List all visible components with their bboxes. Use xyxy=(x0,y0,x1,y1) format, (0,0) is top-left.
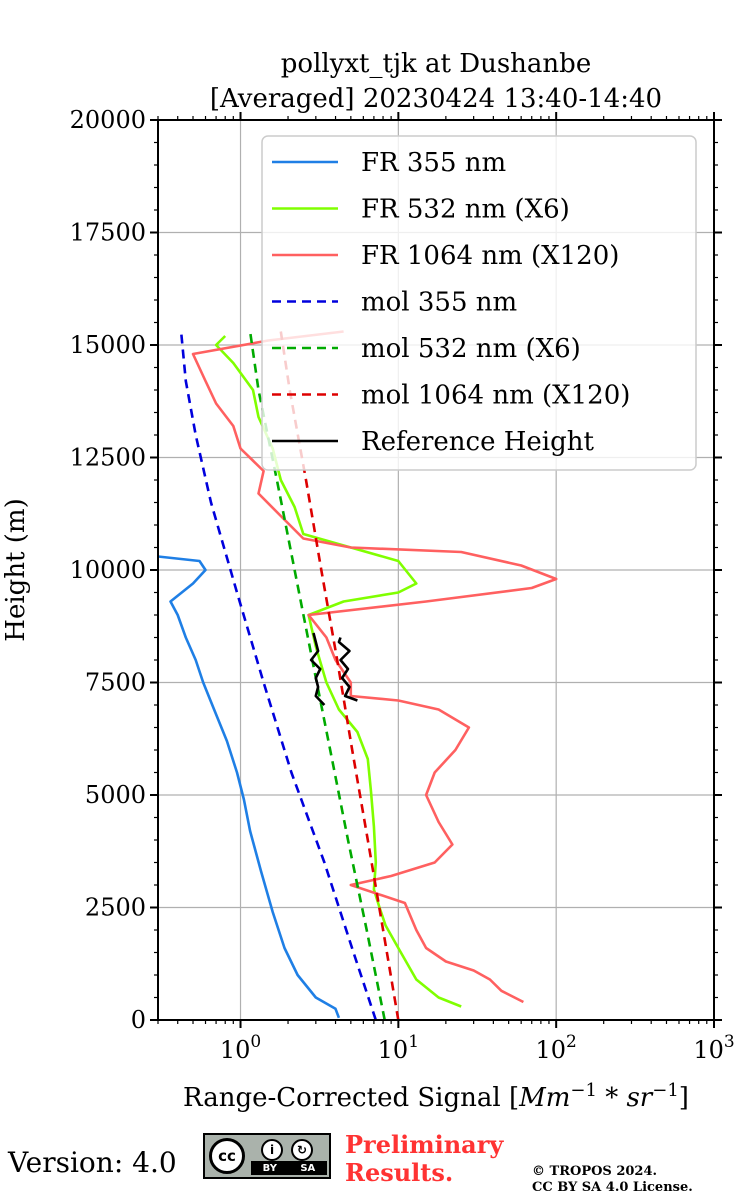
share-alike-icon: ↻ xyxy=(291,1139,313,1161)
cc-logo-icon: cc xyxy=(209,1138,245,1174)
axis-tick-labels: 0 2500 5000 7500 10000 12500 15000 17500 20000 10… xyxy=(70,106,735,1064)
x-axis-label: Range-Corrected Signal [Mm−1 * sr−1] xyxy=(183,1080,689,1113)
cc-license-badge: cc i ↻ BY SA xyxy=(203,1133,331,1179)
copyright-line-1: © TROPOS 2024. xyxy=(532,1164,658,1179)
chart-title-line-1: pollyxt_tjk at Dushanbe xyxy=(281,49,591,79)
preliminary-line-1: Preliminary xyxy=(345,1130,504,1159)
legend-label-reference-height: Reference Height xyxy=(361,427,595,457)
copyright-line-2: CC BY SA 4.0 License. xyxy=(532,1180,693,1195)
y-tick-label: 12500 xyxy=(70,444,146,472)
legend-label-mol-1064-nm-x120: mol 1064 nm (X120) xyxy=(361,381,630,411)
axis-ticks xyxy=(150,112,722,1028)
legend-box xyxy=(261,135,697,471)
version-label: Version: 4.0 xyxy=(8,1146,177,1179)
y-tick-label: 7500 xyxy=(85,669,146,697)
series-line-fr-355-nm xyxy=(158,555,341,1019)
preliminary-results-note: Preliminary Results. xyxy=(345,1131,503,1187)
series-line-reference-height xyxy=(337,637,358,702)
lidar-profile-chart: pollyxt_tjk at Dushanbe [Averaged] 20230… xyxy=(1,49,735,1113)
cc-badge-strip: BY SA xyxy=(251,1161,327,1175)
cc-by-label: BY xyxy=(262,1162,277,1174)
series-line-fr-1064-nm-x120 xyxy=(191,330,558,1004)
copyright-note: © TROPOS 2024. CC BY SA 4.0 License. xyxy=(532,1164,693,1196)
series-line-reference-height xyxy=(309,632,326,706)
legend: FR 355 nm FR 532 nm (X6) FR 1064 nm (X120)… xyxy=(261,135,697,471)
y-tick-label: 2500 xyxy=(85,894,146,922)
legend-label-mol-532-nm-x6: mol 532 nm (X6) xyxy=(361,334,581,364)
x-tick-label: 101 xyxy=(378,1032,419,1064)
chart-title-line-2: [Averaged] 20230424 13:40-14:40 xyxy=(210,84,662,114)
y-tick-label: 0 xyxy=(131,1006,146,1034)
x-tick-label: 103 xyxy=(693,1032,734,1064)
attribution-icon: i xyxy=(261,1139,283,1161)
legend-label-mol-355-nm: mol 355 nm xyxy=(361,288,517,318)
y-tick-label: 20000 xyxy=(70,106,146,134)
x-tick-label: 100 xyxy=(220,1032,261,1064)
y-tick-label: 10000 xyxy=(70,556,146,584)
preliminary-line-2: Results. xyxy=(345,1158,454,1187)
y-tick-label: 17500 xyxy=(70,219,146,247)
y-tick-label: 5000 xyxy=(85,781,146,809)
legend-label-fr-1064-nm-x120: FR 1064 nm (X120) xyxy=(361,241,619,271)
legend-label-fr-532-nm-x6: FR 532 nm (X6) xyxy=(361,195,570,225)
y-axis-label: Height (m) xyxy=(1,498,31,641)
legend-label-fr-355-nm: FR 355 nm xyxy=(361,148,506,178)
cc-sa-label: SA xyxy=(300,1162,316,1174)
y-tick-label: 15000 xyxy=(70,331,146,359)
x-tick-label: 102 xyxy=(535,1032,576,1064)
